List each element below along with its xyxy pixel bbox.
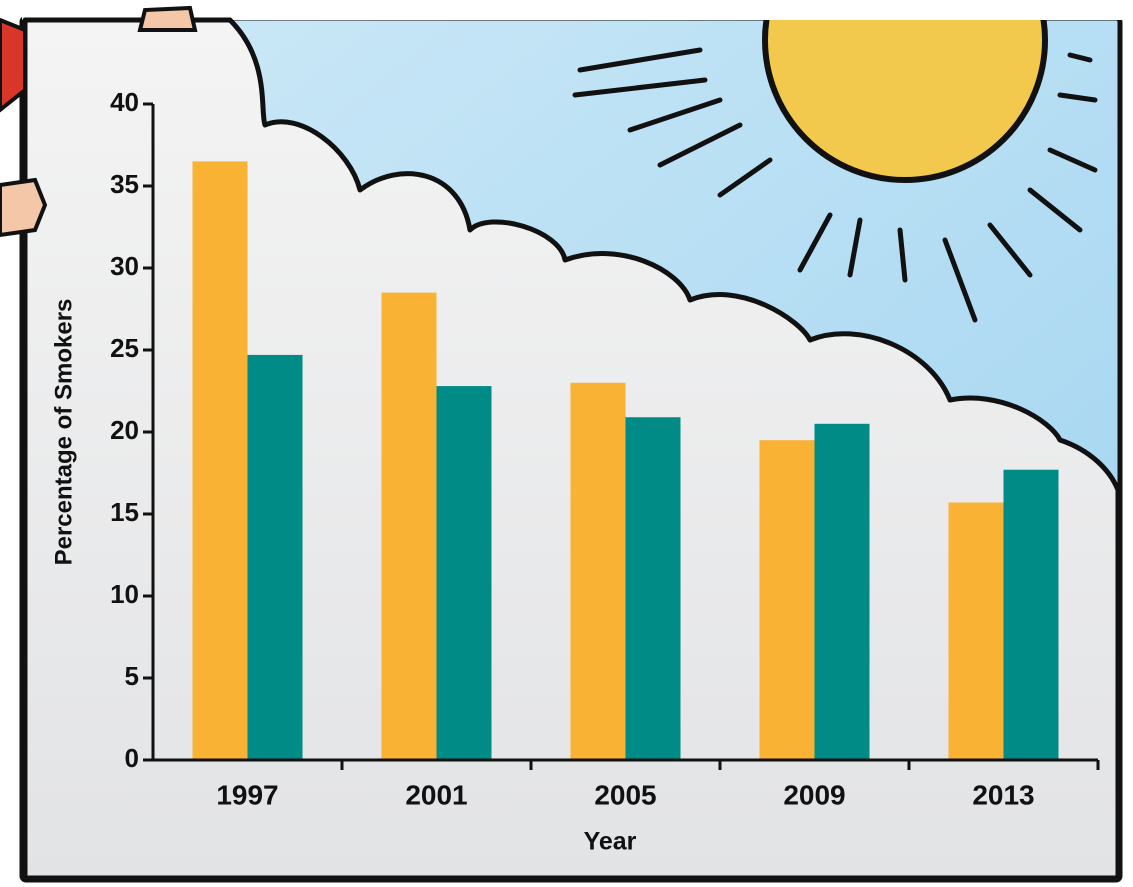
y-tick-label: 35 [110, 169, 139, 199]
bar [571, 383, 626, 760]
y-tick-label: 40 [110, 87, 139, 117]
y-tick-label: 25 [110, 333, 139, 363]
y-axis-label: Percentage of Smokers [50, 299, 77, 566]
y-tick-label: 30 [110, 251, 139, 281]
x-axis-label: Year [584, 828, 637, 856]
bar [1004, 470, 1059, 760]
bar [193, 161, 248, 760]
y-tick-label: 0 [125, 743, 139, 773]
y-tick-label: 15 [110, 497, 139, 527]
bar [437, 386, 492, 760]
bar [248, 355, 303, 760]
bar [382, 293, 437, 760]
y-tick-label: 10 [110, 579, 139, 609]
y-tick-label: 20 [110, 415, 139, 445]
x-tick-label: 2009 [783, 779, 845, 810]
page: Percentage of Smokers Year 0 5 10 15 20 25 30 3… [0, 0, 1133, 887]
chart: Percentage of Smokers Year 0 5 10 15 20 25 30 3… [0, 0, 1133, 887]
x-tick-label: 2013 [972, 779, 1034, 810]
x-tick-label: 2001 [405, 779, 467, 810]
x-tick-label: 2005 [594, 779, 656, 810]
bar [626, 417, 681, 760]
bar [949, 503, 1004, 760]
bar [760, 440, 815, 760]
x-tick-label: 1997 [216, 779, 278, 810]
y-tick-label: 5 [125, 661, 139, 691]
bar [815, 424, 870, 760]
